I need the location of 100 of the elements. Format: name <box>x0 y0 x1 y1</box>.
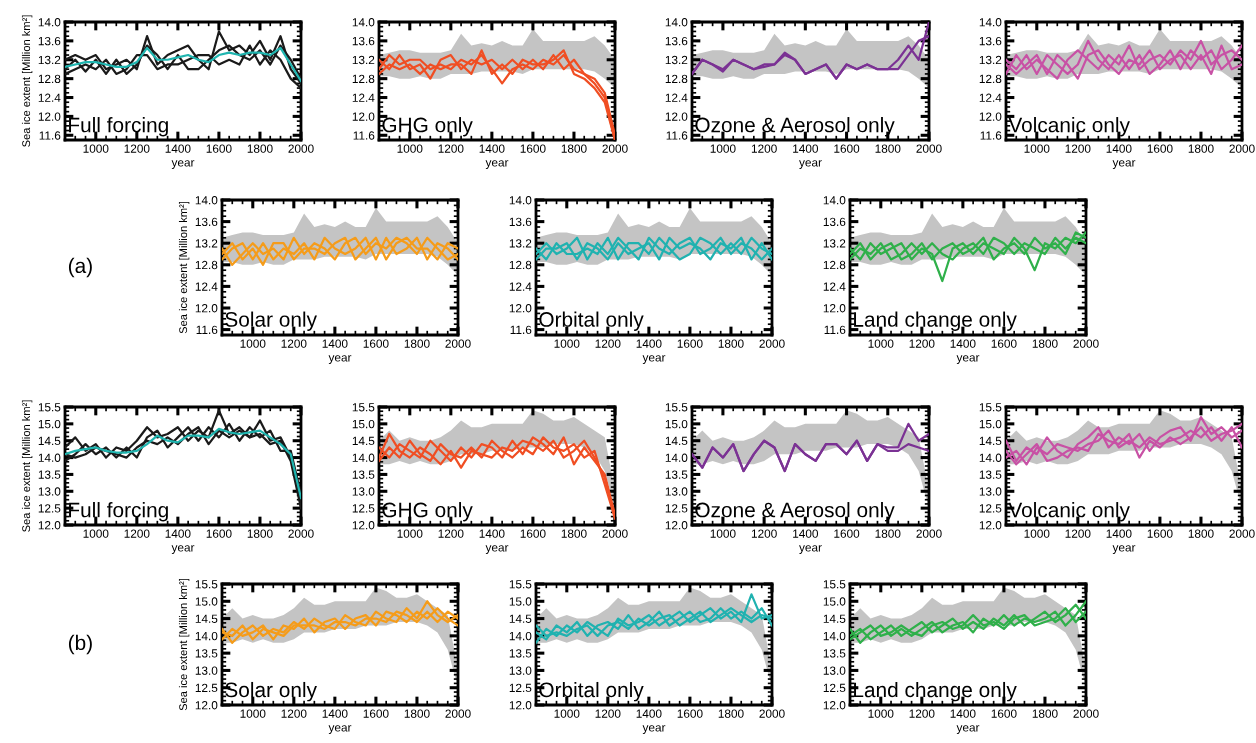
x-tick-label: 1400 <box>793 529 819 538</box>
text: GHG only <box>382 502 473 522</box>
y-tick-label: 13.0 <box>509 666 532 675</box>
y-tick-label: 12.8 <box>195 260 218 270</box>
x-tick-label: 1000 <box>1024 529 1050 538</box>
x-tick-label: 2000 <box>759 339 785 348</box>
x-tick-label: 1200 <box>438 144 464 153</box>
y-tick-label: 13.5 <box>195 649 218 658</box>
text: (a) <box>68 257 92 278</box>
x-tick-label: 1800 <box>1188 144 1214 153</box>
y-axis-title: Sea ice extent [Million km²] <box>21 400 33 532</box>
x-axis-title: year <box>328 725 352 734</box>
y-tick-label: 14.0 <box>352 453 375 462</box>
y-tick-label: 12.4 <box>195 282 218 291</box>
y-tick-label: 14.0 <box>665 18 688 27</box>
y-tick-label: 12.0 <box>979 521 1002 530</box>
x-tick-label: 1600 <box>991 339 1017 348</box>
y-axis-title: Sea ice extent [Million km²] <box>21 15 33 147</box>
x-tick-label: 1000 <box>554 339 580 348</box>
x-tick-label: 1200 <box>124 144 150 153</box>
y-tick-label: 14.0 <box>38 453 61 462</box>
x-tick-label: 1400 <box>1106 529 1132 538</box>
x-tick-label: 1800 <box>875 144 901 153</box>
x-tick-label: 1600 <box>363 339 389 348</box>
y-tick-label: 15.5 <box>979 403 1002 412</box>
y-tick-label: 14.0 <box>665 453 688 462</box>
y-tick-label: 14.5 <box>823 614 846 623</box>
x-axis-title: year <box>485 160 509 169</box>
x-tick-label: 1800 <box>404 339 430 348</box>
x-tick-label: 1200 <box>909 709 935 718</box>
x-tick-label: 1600 <box>677 709 703 718</box>
x-tick-label: 1600 <box>1147 529 1173 538</box>
text: Full forcing <box>69 502 168 522</box>
x-tick-label: 1000 <box>397 144 423 153</box>
y-tick-label: 15.0 <box>38 419 61 429</box>
y-tick-label: 13.0 <box>352 487 375 496</box>
text: Volcanic only <box>1008 117 1130 137</box>
x-tick-label: 1600 <box>206 529 232 538</box>
x-tick-label: 1600 <box>991 709 1017 718</box>
x-axis-title: year <box>642 355 666 364</box>
text: Ozone & Aerosol only <box>695 502 895 522</box>
text: Ozone & Aerosol only <box>695 117 895 137</box>
x-tick-label: 1600 <box>1147 144 1173 153</box>
x-tick-label: 1000 <box>868 709 894 718</box>
x-axis-title: year <box>328 355 352 364</box>
x-tick-label: 2000 <box>445 709 471 718</box>
y-tick-label: 11.6 <box>666 131 688 140</box>
y-tick-label: 12.0 <box>352 112 375 121</box>
x-tick-label: 1200 <box>124 529 150 538</box>
x-tick-label: 1200 <box>281 339 307 348</box>
text: (b) <box>68 634 92 655</box>
x-tick-label: 1600 <box>834 144 860 153</box>
x-tick-label: 2000 <box>1073 709 1099 718</box>
y-tick-label: 11.6 <box>510 325 532 334</box>
x-axis-title: year <box>956 725 980 734</box>
y-tick-label: 11.6 <box>353 131 375 140</box>
x-tick-label: 1200 <box>751 529 777 538</box>
y-tick-label: 13.0 <box>195 666 218 675</box>
y-tick-label: 12.0 <box>38 521 61 530</box>
x-axis-title: year <box>171 160 195 169</box>
x-tick-label: 1400 <box>165 529 191 538</box>
y-tick-label: 12.5 <box>352 504 375 513</box>
y-tick-label: 12.5 <box>665 504 688 513</box>
y-tick-label: 12.4 <box>979 93 1002 102</box>
y-tick-label: 12.0 <box>823 701 846 710</box>
y-tick-label: 12.0 <box>979 112 1002 121</box>
x-tick-label: 1800 <box>247 144 273 153</box>
y-tick-label: 13.6 <box>509 217 532 226</box>
x-tick-label: 2000 <box>759 709 785 718</box>
y-tick-label: 15.5 <box>823 580 846 589</box>
y-tick-label: 12.4 <box>665 93 688 102</box>
text: Land change only <box>854 681 1017 702</box>
x-tick-label: 1400 <box>165 144 191 153</box>
x-tick-label: 1400 <box>636 339 662 348</box>
y-tick-label: 14.5 <box>38 436 61 446</box>
x-tick-label: 2000 <box>602 529 628 538</box>
y-tick-label: 13.0 <box>38 487 61 496</box>
y-tick-label: 12.0 <box>665 521 688 530</box>
y-tick-label: 12.0 <box>509 304 532 313</box>
text: Land change only <box>854 311 1017 331</box>
y-tick-label: 15.5 <box>665 403 688 412</box>
x-tick-label: 1200 <box>438 529 464 538</box>
y-tick-label: 14.5 <box>352 436 375 446</box>
x-tick-label: 1400 <box>479 144 505 153</box>
y-tick-label: 12.0 <box>352 521 375 530</box>
y-tick-label: 12.5 <box>979 504 1002 513</box>
x-tick-label: 1000 <box>240 339 266 348</box>
x-tick-label: 1600 <box>363 709 389 718</box>
x-tick-label: 1800 <box>718 339 744 348</box>
y-tick-label: 12.8 <box>509 260 532 270</box>
x-tick-label: 1000 <box>1024 144 1050 153</box>
y-tick-label: 11.6 <box>824 325 846 334</box>
x-tick-label: 1800 <box>561 144 587 153</box>
text: Full forcing <box>69 117 168 137</box>
x-tick-label: 1400 <box>479 529 505 538</box>
y-tick-label: 14.0 <box>823 196 846 205</box>
x-axis-title: year <box>799 160 822 169</box>
text: Orbital only <box>539 681 644 702</box>
y-tick-label: 12.8 <box>352 74 375 84</box>
y-tick-label: 13.5 <box>509 649 532 658</box>
